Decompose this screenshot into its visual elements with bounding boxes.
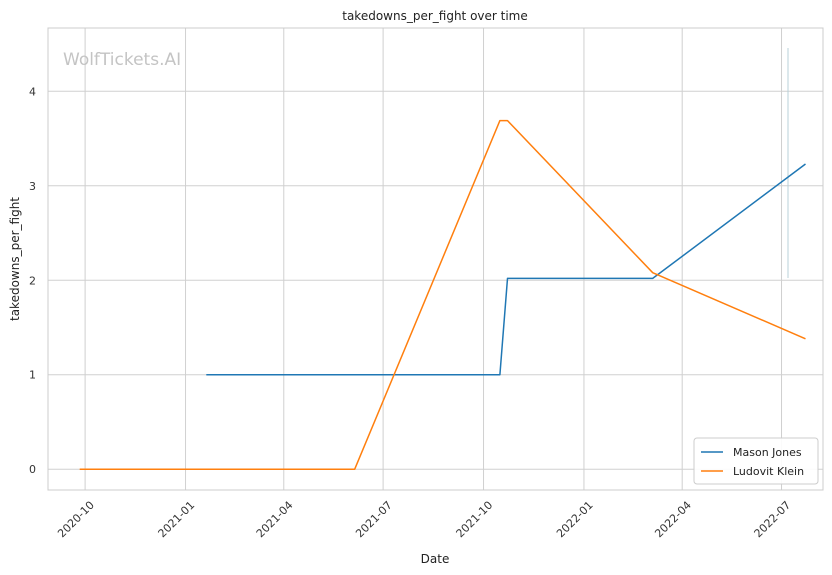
y-tick-label: 1 bbox=[29, 369, 36, 382]
grid-lines bbox=[48, 28, 823, 490]
series-lines bbox=[79, 119, 806, 470]
legend-box bbox=[693, 437, 819, 485]
watermark: WolfTickets.AI bbox=[63, 50, 181, 70]
legend-label-ludovit-klein: Ludovit Klein bbox=[733, 465, 804, 478]
y-axis-title: takedowns_per_fight bbox=[8, 197, 22, 321]
y-tick-label: 3 bbox=[29, 180, 36, 193]
legend: Mason Jones Ludovit Klein bbox=[693, 437, 819, 485]
y-tick-labels: 0 1 2 3 4 bbox=[29, 85, 36, 476]
legend-label-mason-jones: Mason Jones bbox=[733, 446, 802, 459]
series-line-mason-jones bbox=[206, 163, 806, 376]
series-line-ludovit-klein bbox=[79, 119, 806, 470]
y-tick-label: 0 bbox=[29, 463, 36, 476]
x-axis-title: Date bbox=[421, 552, 450, 566]
plot-frame bbox=[47, 27, 824, 491]
chart-title: takedowns_per_fight over time bbox=[342, 9, 528, 23]
y-tick-label: 4 bbox=[29, 85, 36, 98]
y-tick-label: 2 bbox=[29, 274, 36, 287]
